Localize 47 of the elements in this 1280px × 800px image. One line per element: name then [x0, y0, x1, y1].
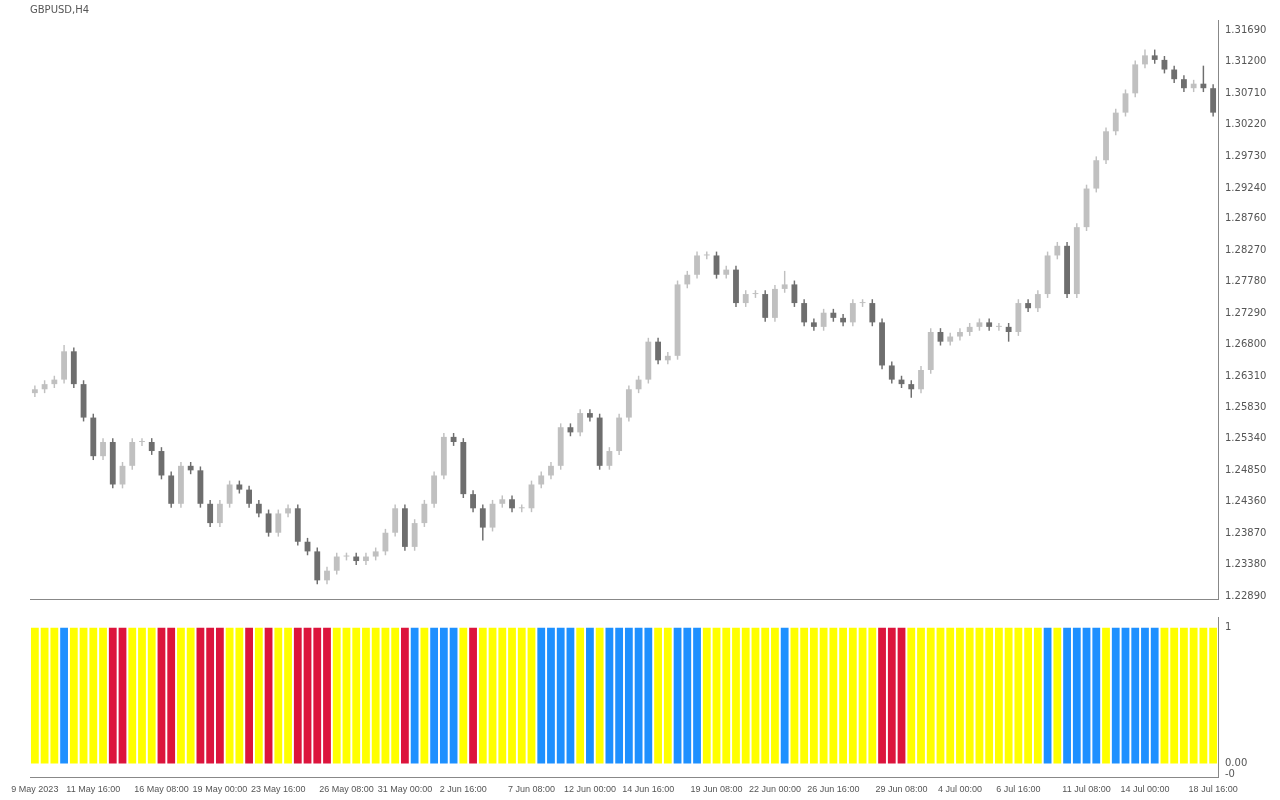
x-tick-label: 14 Jul 00:00	[1120, 784, 1170, 795]
chart-title: GBPUSD,H4	[30, 3, 90, 15]
y-tick-label: 1.29730	[1225, 149, 1267, 161]
x-tick-label: 11 Jul 08:00	[1062, 784, 1111, 795]
x-tick-label: 26 May 08:00	[319, 784, 374, 795]
y-tick-label: 1.28760	[1225, 212, 1267, 224]
x-tick-label: 4 Jul 00:00	[937, 784, 982, 795]
y-tick-label: 1.30710	[1225, 86, 1267, 98]
y-tick-label: 1.27780	[1225, 275, 1267, 287]
y-tick-label: 1.25830	[1225, 400, 1267, 412]
y-tick-label: 1.26310	[1225, 370, 1267, 381]
y-tick-label: 1	[1225, 621, 1232, 633]
y-tick-label: 1.27290	[1225, 306, 1267, 318]
y-tick-label: 0.00	[1225, 757, 1248, 769]
y-tick-label: 1.31690	[1225, 23, 1267, 35]
x-tick-label: 23 May 16:00	[251, 784, 306, 795]
y-tick-label: 1.26800	[1225, 338, 1267, 350]
x-tick-label: 22 Jun 00:00	[748, 784, 801, 795]
x-tick-label: 19 May 00:00	[192, 784, 248, 795]
x-tick-label: 14 Jun 16:00	[622, 784, 675, 795]
candlestick	[703, 251, 710, 260]
y-tick-label: 1.23870	[1225, 526, 1267, 538]
candlestick	[31, 385, 38, 397]
candlestick	[139, 438, 145, 446]
x-tick-label: 2 Jun 16:00	[439, 784, 487, 795]
y-tick-label: 1.30220	[1225, 118, 1267, 130]
x-tick-label: 31 May 00:00	[377, 784, 433, 795]
y-tick-label: 1.25340	[1225, 432, 1267, 444]
x-tick-label: 12 Jun 00:00	[563, 784, 616, 795]
y-tick-label: -0	[1225, 768, 1235, 780]
y-tick-label: 1.24360	[1225, 495, 1267, 507]
y-tick-label: 1.24850	[1225, 463, 1267, 475]
y-tick-label: 1.31200	[1225, 55, 1267, 67]
y-tick-label: 1.29240	[1225, 181, 1267, 193]
x-tick-label: 6 Jul 16:00	[996, 784, 1041, 795]
x-tick-label: 26 Jun 16:00	[807, 784, 860, 795]
x-tick-label: 16 May 08:00	[134, 784, 189, 795]
y-tick-label: 1.28270	[1225, 243, 1267, 255]
x-tick-label: 7 Jun 08:00	[507, 784, 556, 795]
x-tick-label: 11 May 16:00	[66, 784, 121, 795]
x-tick-label: 29 Jun 08:00	[875, 784, 928, 795]
x-tick-label: 19 Jun 08:00	[690, 784, 743, 795]
x-tick-label: 18 Jul 16:00	[1188, 784, 1238, 795]
x-tick-label: 9 May 2023	[11, 784, 59, 795]
y-tick-label: 1.23380	[1225, 558, 1267, 570]
candlestick	[995, 323, 1002, 331]
y-tick-label: 1.22890	[1225, 590, 1267, 602]
